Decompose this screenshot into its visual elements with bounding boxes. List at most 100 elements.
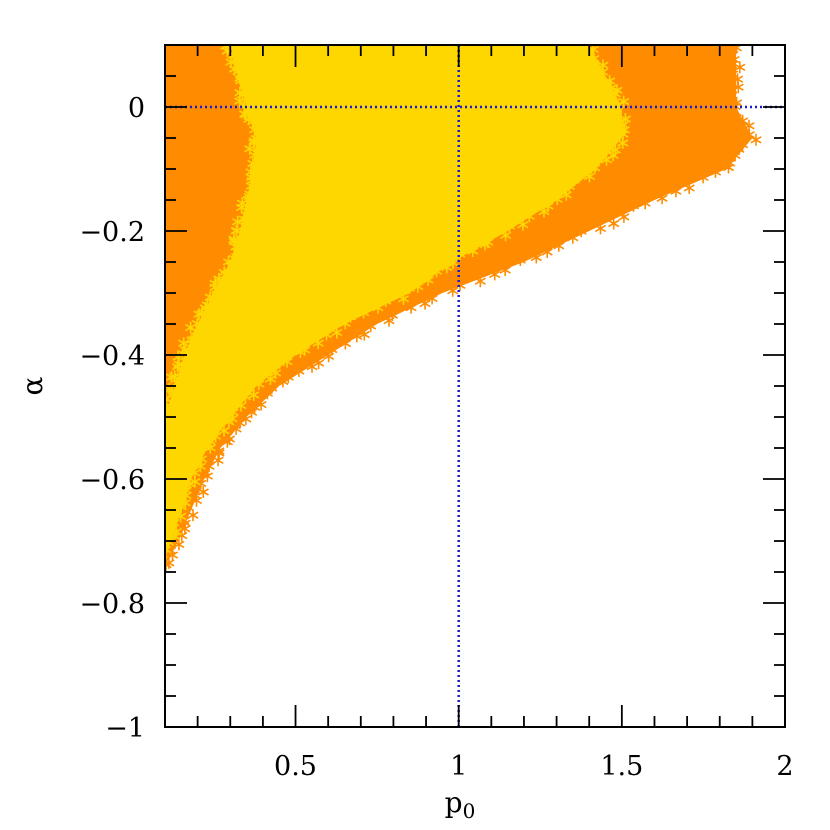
data-point — [244, 382, 256, 395]
data-point — [734, 61, 746, 74]
data-point — [386, 309, 398, 321]
data-point — [281, 355, 293, 368]
data-point — [313, 357, 325, 370]
data-point — [709, 166, 722, 178]
data-point — [431, 265, 443, 278]
data-point — [604, 74, 616, 87]
data-point — [293, 365, 305, 377]
x-tick-label: 1 — [450, 751, 467, 782]
data-point — [419, 297, 431, 310]
data-point — [277, 375, 289, 388]
data-point — [247, 157, 259, 170]
data-point — [345, 310, 357, 323]
data-point — [189, 466, 201, 479]
data-point — [467, 245, 479, 257]
data-point — [454, 279, 466, 292]
data-point — [517, 218, 529, 231]
x-tick-label: 1.5 — [600, 751, 643, 782]
data-point — [656, 192, 668, 205]
data-point — [351, 330, 363, 343]
data-point — [197, 486, 209, 498]
data-point — [235, 399, 247, 412]
data-point — [213, 445, 225, 457]
data-point — [500, 229, 512, 242]
data-point — [170, 525, 182, 538]
data-point — [426, 292, 438, 305]
data-point — [270, 366, 282, 379]
data-point — [639, 197, 651, 210]
data-point — [412, 280, 424, 293]
data-point — [203, 460, 215, 473]
data-point — [282, 371, 294, 384]
data-point — [728, 53, 740, 66]
data-point — [575, 225, 587, 238]
data-point — [372, 301, 384, 314]
data-point — [743, 119, 755, 132]
data-point — [234, 72, 246, 85]
x-tick-label: 2 — [776, 751, 793, 782]
data-point — [441, 261, 453, 274]
y-axis-label: α — [16, 376, 49, 395]
data-point — [223, 433, 236, 446]
data-point — [331, 326, 343, 339]
y-tick-label: 0 — [128, 93, 145, 124]
data-point — [250, 132, 262, 145]
data-point — [320, 328, 333, 341]
data-point — [611, 84, 623, 97]
data-point — [184, 477, 196, 490]
data-point — [239, 390, 251, 403]
data-point — [191, 317, 203, 330]
data-point — [422, 274, 434, 286]
data-point — [358, 306, 370, 319]
data-point — [553, 239, 565, 252]
data-point — [299, 343, 311, 356]
data-point — [560, 188, 572, 201]
data-point — [195, 477, 207, 490]
data-point — [609, 143, 621, 156]
data-point — [397, 292, 410, 305]
tick-labels: 0.5 1 1.5 2 0 −0.2 −0.4 −0.6 −0.8 −1 — [79, 93, 793, 782]
data-point — [326, 343, 338, 356]
data-point — [240, 412, 252, 425]
data-point — [312, 337, 324, 350]
data-point — [627, 199, 639, 212]
data-point — [218, 266, 230, 279]
data-point — [204, 435, 216, 448]
data-point — [226, 412, 238, 425]
series-1-edge-points — [165, 45, 762, 571]
data-point — [523, 210, 535, 223]
data-point — [618, 210, 630, 223]
data-point — [447, 256, 459, 269]
data-point — [579, 45, 591, 49]
data-point — [514, 254, 526, 266]
data-point — [670, 185, 682, 198]
data-point — [230, 224, 242, 237]
series-2-region — [165, 45, 622, 554]
data-point — [210, 430, 222, 443]
data-point — [187, 509, 199, 522]
y-tick-label: −0.6 — [79, 465, 145, 496]
data-point — [482, 236, 494, 249]
data-point — [253, 145, 265, 158]
data-point — [405, 301, 417, 314]
data-point — [474, 275, 486, 288]
data-point — [171, 377, 183, 389]
data-point — [339, 337, 351, 350]
y-tick-label: −0.8 — [79, 589, 145, 620]
data-point — [587, 58, 599, 71]
data-point — [227, 406, 239, 419]
data-point — [266, 382, 278, 394]
data-point — [255, 398, 267, 411]
data-point — [726, 83, 738, 96]
data-point — [568, 174, 580, 187]
data-point — [380, 295, 392, 307]
data-point — [228, 233, 240, 246]
data-point — [218, 424, 230, 437]
data-point — [261, 387, 273, 400]
data-point — [231, 215, 244, 228]
data-point — [618, 95, 630, 108]
data-point — [697, 171, 709, 184]
ticks — [165, 44, 786, 728]
data-point — [499, 264, 511, 276]
